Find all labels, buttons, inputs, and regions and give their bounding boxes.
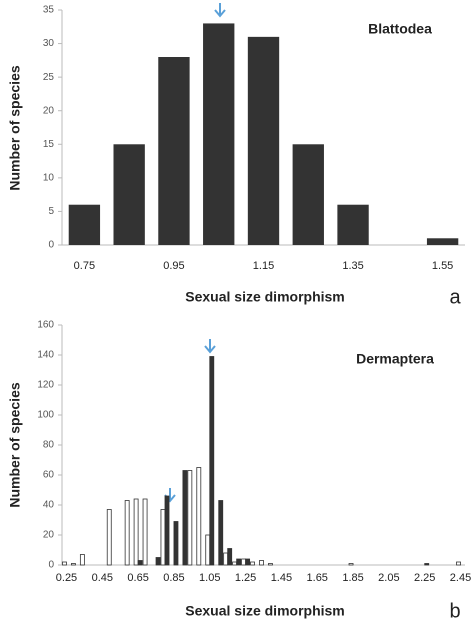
x-tick-label: 2.45 (450, 572, 471, 584)
bar (196, 467, 202, 566)
y-tick-label: 25 (43, 72, 55, 83)
bar (79, 554, 85, 566)
y-tick-label: 120 (37, 380, 54, 391)
x-tick-label: 1.25 (235, 572, 256, 584)
chart-title: Dermaptera (356, 351, 434, 367)
x-axis-title: Sexual size dimorphism (185, 289, 345, 305)
bar (247, 36, 280, 245)
bar (292, 144, 324, 245)
mean-arrow (214, 3, 226, 18)
y-tick-label: 20 (43, 530, 55, 541)
bar (259, 560, 264, 566)
bar (456, 561, 461, 566)
bar (158, 57, 190, 245)
bar (124, 500, 130, 566)
y-tick-label: 80 (43, 440, 55, 451)
x-tick-label: 0.85 (163, 572, 184, 584)
bar (137, 560, 143, 566)
x-tick-label: 1.15 (253, 260, 274, 272)
x-tick-label: 2.05 (378, 572, 399, 584)
x-tick-label: 2.25 (414, 572, 435, 584)
bar (160, 509, 166, 566)
bar (232, 561, 238, 566)
x-tick-label: 1.55 (432, 260, 453, 272)
x-tick-label: 1.65 (307, 572, 328, 584)
bar (182, 470, 188, 566)
y-tick-label: 160 (37, 320, 54, 331)
bar (187, 470, 193, 566)
bar (205, 534, 211, 566)
chart-title: Blattodea (368, 21, 432, 37)
y-tick-label: 20 (43, 105, 55, 116)
bar (62, 561, 67, 566)
bar (155, 557, 161, 566)
bar (268, 563, 273, 566)
y-tick-label: 30 (43, 38, 55, 49)
y-tick-label: 140 (37, 350, 54, 361)
bar (173, 521, 179, 566)
y-tick-label: 35 (43, 5, 55, 16)
bar (348, 563, 354, 566)
bar (241, 558, 246, 566)
y-axis-title: Number of species (7, 65, 23, 190)
y-tick-label: 0 (48, 560, 54, 571)
y-tick-label: 60 (43, 470, 55, 481)
x-tick-label: 0.95 (163, 260, 184, 272)
panel-label: a (449, 286, 461, 308)
bar (142, 498, 148, 566)
y-tick-label: 0 (48, 240, 54, 251)
x-tick-label: 0.65 (127, 572, 148, 584)
bar (223, 552, 229, 566)
y-tick-label: 15 (43, 139, 55, 150)
bar (113, 144, 145, 245)
bar (245, 558, 251, 566)
bar (209, 356, 215, 566)
panel-label: b (449, 600, 460, 620)
x-tick-label: 1.45 (271, 572, 292, 584)
bar (203, 23, 235, 245)
y-tick-label: 10 (43, 172, 55, 183)
x-tick-label: 0.25 (56, 572, 77, 584)
y-axis-title: Number of species (7, 382, 23, 507)
x-axis-title: Sexual size dimorphism (185, 603, 345, 619)
y-tick-label: 40 (43, 500, 55, 511)
x-tick-label: 1.85 (342, 572, 363, 584)
mean-arrow (204, 339, 216, 354)
bar (227, 548, 233, 566)
bar (337, 204, 369, 245)
x-tick-label: 0.45 (92, 572, 113, 584)
bar (250, 561, 255, 566)
bar (218, 500, 224, 566)
bar (236, 558, 242, 566)
x-tick-label: 1.35 (342, 260, 363, 272)
y-tick-label: 5 (48, 206, 54, 217)
bar (71, 563, 76, 566)
bar (106, 509, 112, 566)
bar (426, 238, 459, 245)
y-tick-label: 100 (37, 410, 54, 421)
bar (424, 563, 430, 566)
bar (68, 204, 101, 245)
bar (164, 495, 170, 566)
bar (133, 498, 139, 566)
x-tick-label: 0.75 (74, 260, 95, 272)
x-tick-label: 1.05 (199, 572, 220, 584)
